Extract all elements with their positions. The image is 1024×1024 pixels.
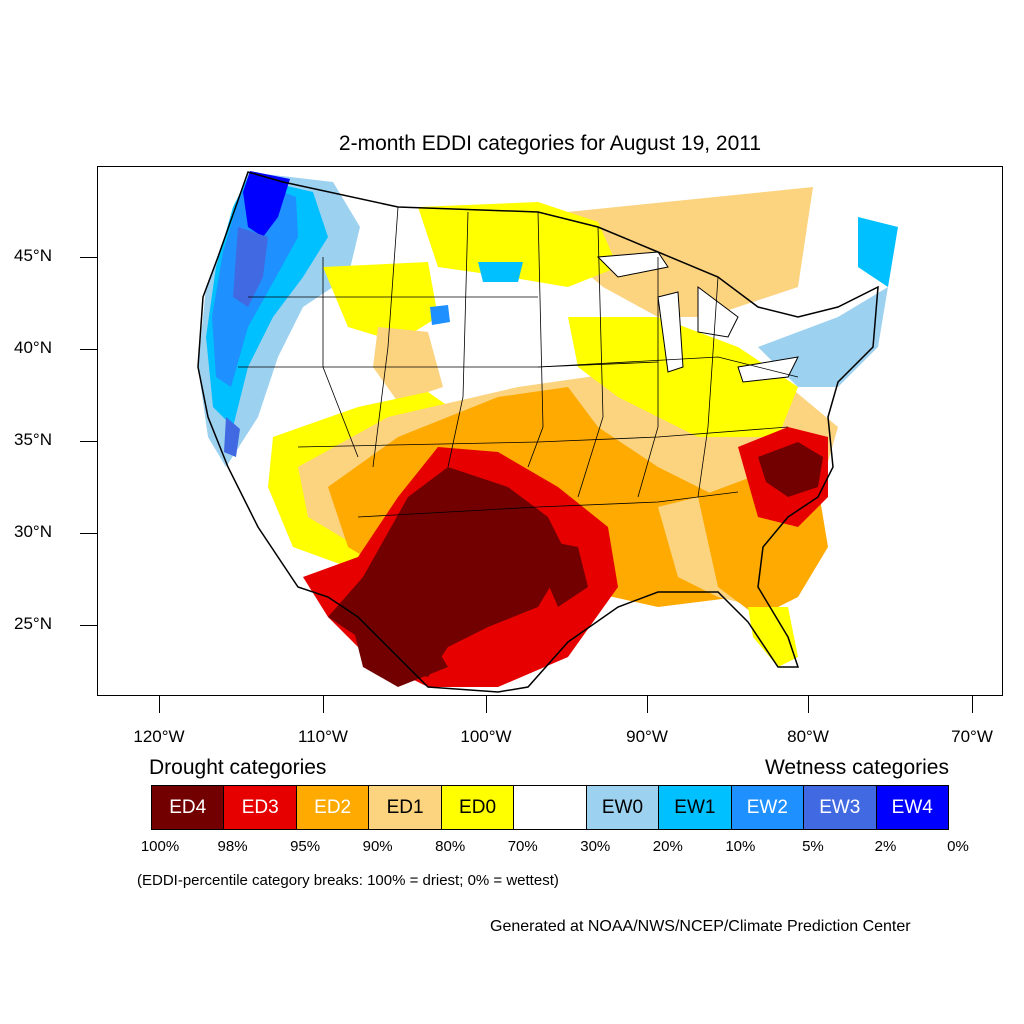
wet-region-oregon-ew3 [233, 227, 268, 307]
lon-label-80: 80°W [787, 727, 829, 746]
legend-box-ed3: ED3 [224, 786, 297, 829]
legend-box-ed0: ED0 [441, 786, 515, 829]
legend-break-label: 20% [652, 838, 683, 855]
legend-break-label: 0% [947, 838, 969, 855]
lat-tick-40 [80, 349, 97, 350]
lat-label-35: 35°N [14, 430, 52, 449]
map-title: 2-month EDDI categories for August 19, 2… [338, 132, 762, 155]
legend-box-ew3: EW3 [804, 786, 877, 829]
wet-region-california-ew3 [224, 417, 240, 457]
great-lakes [596, 251, 799, 383]
lat-label-45: 45°N [14, 246, 52, 265]
dry-region-montana-ed0 [323, 262, 438, 342]
credit-line: Generated at NOAA/NWS/NCEP/Climate Predi… [490, 918, 911, 935]
wet-spot-dakotas [478, 262, 523, 282]
lon-tick-110 [323, 696, 324, 713]
lon-label-90: 90°W [626, 727, 668, 746]
lon-tick-80 [808, 696, 809, 713]
legend-break-label: 10% [725, 838, 756, 855]
dry-region-upper-midwest-ed1 [538, 187, 813, 317]
legend-box-ew1: EW1 [659, 786, 732, 829]
wet-region-canada-east [858, 217, 898, 287]
dry-region-montana-ed1 [373, 327, 443, 402]
wet-spot-northern-plains [430, 305, 450, 325]
legend-box-ed4: ED4 [152, 786, 225, 829]
legend-color-bar: ED4 ED3 ED2 ED1 ED0 EW0 EW1 EW2 EW3 EW4 [151, 785, 949, 830]
legend-note: (EDDI-percentile category breaks: 100% =… [137, 872, 559, 889]
legend-break-label: 95% [290, 838, 321, 855]
lon-label-120: 120°W [133, 727, 185, 746]
lat-label-30: 30°N [14, 522, 52, 541]
legend-break-label: 100% [140, 838, 180, 855]
dry-region-midwest-ed0 [568, 317, 798, 437]
legend-box-neutral [514, 786, 587, 829]
legend-box-ew4: EW4 [876, 786, 948, 829]
lat-label-40: 40°N [14, 338, 52, 357]
lon-tick-90 [647, 696, 648, 713]
lat-tick-35 [80, 441, 97, 442]
lon-label-110: 110°W [298, 727, 348, 746]
lon-tick-100 [486, 696, 487, 713]
eddi-map [98, 167, 1002, 695]
drought-categories-heading: Drought categories [149, 756, 327, 779]
wet-region-washington-ew4 [243, 171, 290, 237]
lat-tick-30 [80, 533, 97, 534]
state-boundaries [238, 206, 799, 518]
legend-break-label: 70% [507, 838, 538, 855]
wetness-categories-heading: Wetness categories [764, 756, 949, 779]
lon-tick-120 [159, 696, 160, 713]
legend-box-ed1: ED1 [369, 786, 442, 829]
dry-region-northern-mexico-ed4 [348, 607, 448, 687]
legend-break-label: 30% [580, 838, 611, 855]
lat-tick-45 [80, 257, 97, 258]
lon-label-100: 100°W [460, 727, 512, 746]
map-panel [97, 166, 1003, 696]
lon-label-70: 70°W [951, 727, 993, 746]
legend-break-label: 80% [435, 838, 466, 855]
legend-box-ed2: ED2 [296, 786, 370, 829]
country-outline [197, 171, 879, 693]
dry-region-florida-ed0 [748, 607, 798, 667]
lat-tick-25 [80, 625, 97, 626]
legend-box-ew2: EW2 [731, 786, 805, 829]
legend-box-ew0: EW0 [586, 786, 660, 829]
legend-break-label: 5% [802, 838, 824, 855]
legend-break-label: 90% [362, 838, 393, 855]
legend-break-label: 98% [217, 838, 248, 855]
dry-region-texas-ed4-east [528, 537, 588, 607]
lat-label-25: 25°N [14, 614, 52, 633]
legend-break-label: 2% [874, 838, 897, 855]
dry-region-carolinas-ed4 [758, 442, 823, 497]
lon-tick-70 [972, 696, 973, 713]
